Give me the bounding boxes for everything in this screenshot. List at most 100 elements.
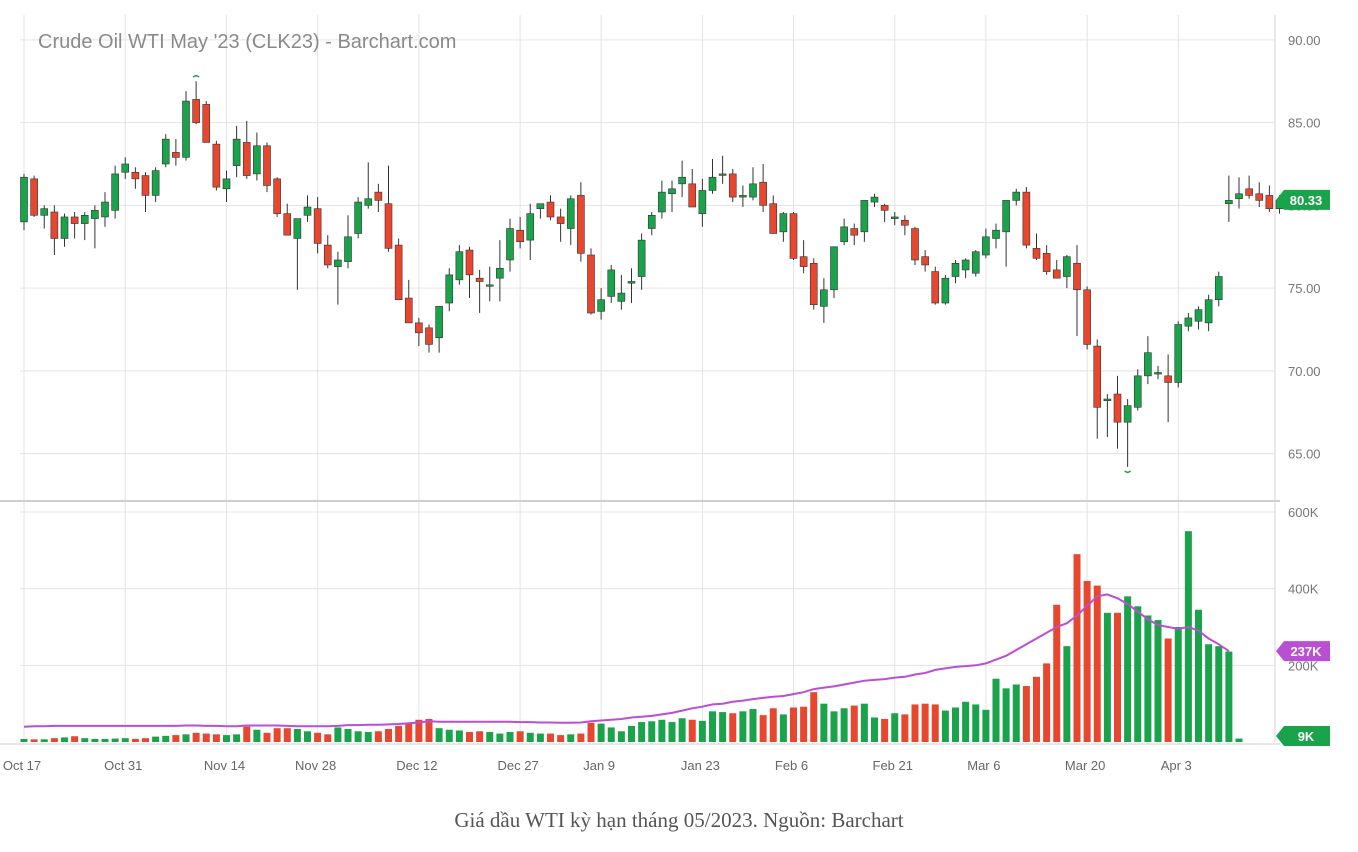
candle-body [880, 205, 889, 211]
volume-bar [1184, 531, 1192, 742]
candle-body [20, 176, 28, 223]
volume-bar [425, 719, 433, 742]
candle-body [840, 226, 848, 243]
last-price-badge: 80.33 [1276, 189, 1330, 210]
candle-body [658, 191, 666, 213]
candle-body [253, 145, 261, 175]
volume-bar [648, 721, 656, 742]
volume-bar [466, 732, 473, 742]
candle-body [749, 183, 757, 198]
candle-body [617, 292, 626, 302]
x-tick-label: Dec 27 [498, 758, 539, 773]
x-tick-label: Mar 6 [967, 758, 1000, 773]
candle-body [1133, 375, 1142, 408]
volume-bar [1073, 554, 1081, 742]
volume-bar [435, 728, 443, 742]
volume-bar [840, 708, 848, 742]
candle-body [263, 145, 271, 186]
volume-bar [658, 719, 666, 742]
volume-bar [911, 704, 919, 742]
volume-bar [800, 706, 808, 742]
volume-bar [941, 710, 949, 742]
volume-bar [121, 738, 129, 742]
volume-bar [739, 711, 747, 742]
x-tick-label: Jan 23 [681, 758, 720, 773]
candle-body [273, 178, 281, 214]
candle-body [921, 256, 929, 266]
candle-body [577, 195, 585, 254]
x-tick-label: Feb 6 [775, 758, 808, 773]
volume-bar [20, 738, 28, 742]
volume-bar [567, 734, 575, 742]
volume-bar [496, 733, 504, 742]
candle-body [496, 267, 504, 279]
volume-bar [304, 731, 311, 742]
volume-bar [405, 722, 413, 742]
volume-bar [810, 692, 818, 742]
candle-body [445, 274, 454, 304]
candle-body [1265, 195, 1274, 209]
candle-body [992, 229, 1000, 239]
volume-bar [71, 736, 79, 742]
volume-bar [40, 739, 48, 742]
candle-body [779, 213, 788, 233]
candle-body [1083, 289, 1091, 345]
candle-body [931, 271, 940, 304]
volume-bar [891, 713, 899, 742]
candle-body [344, 236, 352, 262]
volume-bar [526, 732, 534, 742]
volume-bar [820, 703, 828, 742]
price-tick-label: 85.00 [1288, 116, 1321, 131]
candle-body [141, 175, 150, 196]
candle-body [718, 173, 727, 176]
candle-body [1144, 352, 1152, 377]
volume-bar [223, 735, 230, 742]
candle-body [830, 246, 838, 291]
volume-bar [263, 732, 271, 742]
volume-bar [871, 717, 878, 742]
candle-body [394, 244, 403, 301]
candle-body [323, 244, 332, 266]
candle-body [212, 143, 221, 188]
candle-body [1052, 269, 1061, 279]
candle-body [354, 201, 362, 234]
volume-bar [749, 709, 757, 742]
volume-bar [1164, 638, 1172, 742]
candle-body [1022, 191, 1031, 246]
candle-body [951, 262, 960, 277]
volume-bar [536, 733, 544, 742]
candle-body [485, 284, 494, 287]
volume-bar [962, 701, 970, 742]
candle-body [678, 176, 686, 185]
candle-body [901, 219, 909, 226]
volume-bar [1205, 644, 1213, 742]
candle-body [202, 104, 211, 143]
candle-body [131, 171, 140, 180]
price-tick-label: 70.00 [1288, 364, 1321, 379]
volume-bar [1012, 684, 1020, 742]
candle-body [222, 178, 231, 190]
volume-bar [688, 719, 696, 742]
volume-bar [1225, 651, 1233, 742]
volume-bar [486, 732, 494, 742]
chart-title: Crude Oil WTI May '23 (CLK23) - Barchart… [38, 31, 456, 53]
volume-bar [850, 705, 858, 742]
volume-bar [1103, 612, 1111, 742]
candle-body [627, 281, 636, 284]
candle-body [546, 201, 555, 218]
candle-body [789, 213, 798, 259]
candle-body [475, 277, 484, 282]
volume-bar [445, 729, 453, 742]
x-tick-label: Mar 20 [1065, 758, 1105, 773]
candle-body [637, 239, 646, 277]
volume-bar [790, 707, 797, 742]
candle-body [1063, 256, 1071, 277]
chart-svg: Crude Oil WTI May '23 (CLK23) - Barchart… [0, 15, 1330, 773]
volume-bar [253, 729, 261, 742]
candle-body [1245, 188, 1253, 196]
volume-bar [152, 736, 160, 742]
volume-bar [1144, 615, 1152, 742]
volume-bar [698, 720, 706, 742]
volume-bar [617, 731, 625, 742]
candle-body [1204, 299, 1213, 324]
